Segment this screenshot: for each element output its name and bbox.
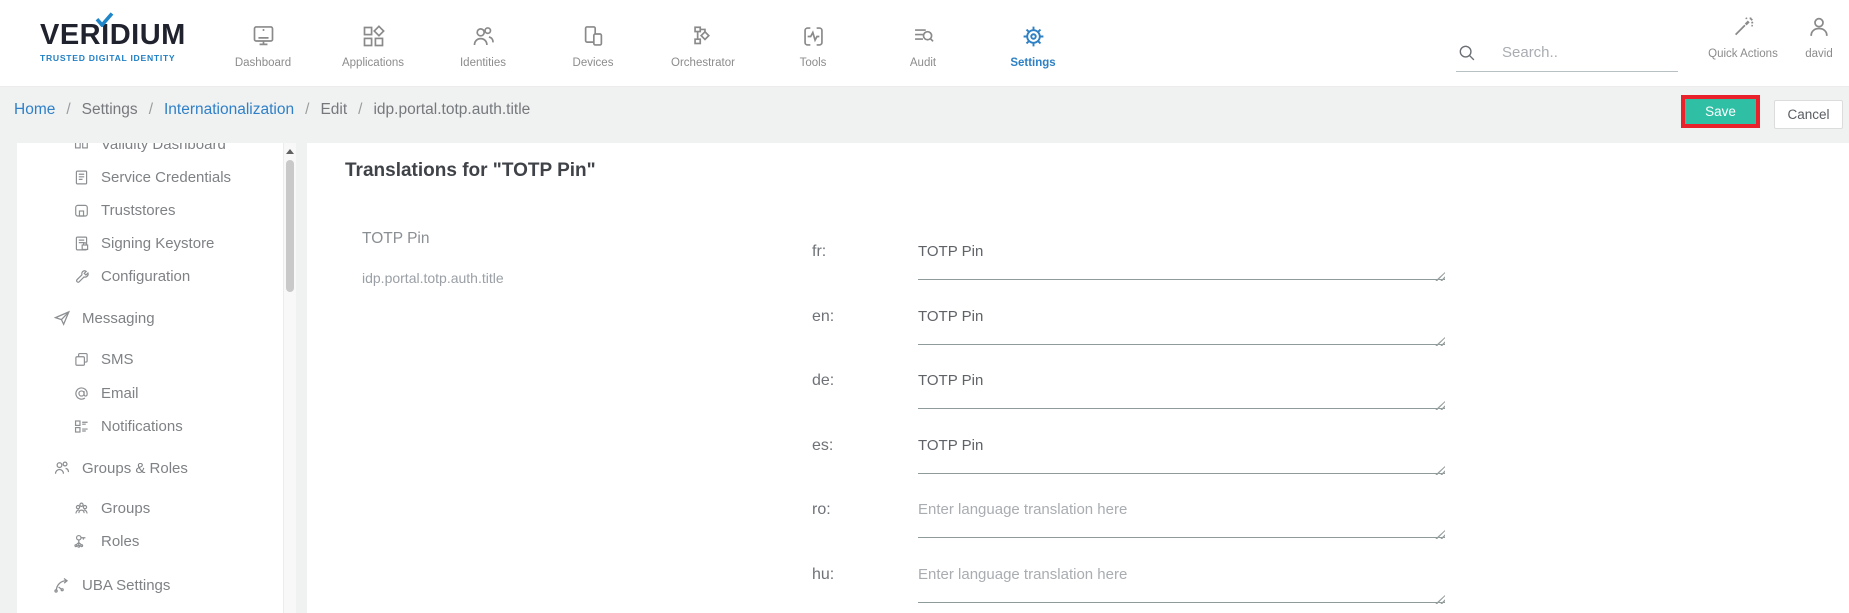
logo-check-icon — [95, 12, 114, 27]
roles-key-icon — [73, 533, 90, 550]
translation-input-en[interactable]: TOTP Pin — [918, 306, 1445, 345]
save-button[interactable]: Save — [1685, 99, 1756, 124]
dashboard-icon — [250, 23, 277, 50]
sidebar-item-notifications[interactable]: Notifications — [73, 418, 183, 435]
settings-sidebar: Validity Dashboard Service Credentials T… — [17, 143, 283, 613]
nav-item-settings[interactable]: Settings — [978, 0, 1088, 87]
scrollbar-up-arrow-icon[interactable] — [286, 149, 294, 154]
page-title: Translations for "TOTP Pin" — [345, 160, 596, 181]
translation-input-ro[interactable] — [918, 499, 1445, 538]
translation-input-de[interactable]: TOTP Pin — [918, 370, 1445, 409]
resize-grip-icon[interactable] — [1435, 595, 1445, 604]
translation-input-hu[interactable] — [918, 564, 1445, 603]
orchestrator-icon — [690, 23, 717, 50]
translation-row-ro: ro: — [812, 499, 1445, 543]
veridium-logo[interactable]: VERIDIUM TRUSTED DIGITAL IDENTITY — [40, 12, 230, 63]
identities-icon — [470, 23, 497, 50]
top-bar: VERIDIUM TRUSTED DIGITAL IDENTITY Dashbo… — [0, 0, 1849, 87]
sidebar-item-sms[interactable]: SMS — [73, 351, 134, 368]
nav-item-identities[interactable]: Identities — [428, 0, 538, 87]
sidebar-item-validity-dashboard[interactable]: Validity Dashboard — [73, 143, 226, 153]
truststores-icon — [73, 202, 90, 219]
breadcrumb-edit: Edit — [320, 101, 348, 118]
sidebar-item-truststores[interactable]: Truststores — [73, 202, 175, 219]
nav-item-orchestrator[interactable]: Orchestrator — [648, 0, 758, 87]
cancel-button[interactable]: Cancel — [1774, 100, 1843, 129]
sidebar-item-groups[interactable]: Groups — [73, 500, 150, 517]
messaging-icon — [53, 309, 71, 327]
translation-input-es[interactable]: TOTP Pin — [918, 435, 1445, 474]
sidebar-section-uba-settings[interactable]: UBA Settings — [53, 576, 170, 594]
audit-icon — [910, 23, 937, 50]
search-input[interactable] — [1502, 44, 1652, 61]
applications-icon — [360, 23, 387, 50]
translation-row-es: es: TOTP Pin — [812, 435, 1445, 479]
service-credentials-icon — [73, 169, 90, 186]
lang-label-hu: hu: — [812, 566, 835, 583]
sidebar-item-email[interactable]: Email — [73, 385, 139, 402]
sidebar-item-service-credentials[interactable]: Service Credentials — [73, 169, 231, 186]
save-button-highlight: Save — [1681, 95, 1760, 128]
breadcrumb: Home / Settings / Internationalization /… — [14, 101, 531, 118]
nav-item-audit[interactable]: Audit — [868, 0, 978, 87]
lang-label-fr: fr: — [812, 243, 827, 260]
lang-label-de: de: — [812, 372, 835, 389]
sidebar-section-messaging[interactable]: Messaging — [53, 309, 155, 327]
sidebar-item-signing-keystore[interactable]: Signing Keystore — [73, 235, 214, 252]
quick-actions-button[interactable]: Quick Actions — [1699, 14, 1787, 60]
email-at-icon — [73, 385, 90, 402]
resize-grip-icon[interactable] — [1435, 466, 1445, 475]
breadcrumb-internationalization[interactable]: Internationalization — [164, 101, 295, 118]
tools-icon — [800, 23, 827, 50]
nav-item-dashboard[interactable]: Dashboard — [208, 0, 318, 87]
magic-wand-icon — [1730, 14, 1756, 40]
sidebar-item-configuration[interactable]: Configuration — [73, 268, 190, 285]
lang-label-en: en: — [812, 308, 835, 325]
resize-grip-icon[interactable] — [1435, 337, 1445, 346]
breadcrumb-key: idp.portal.totp.auth.title — [373, 101, 531, 118]
translation-row-en: en: TOTP Pin — [812, 306, 1445, 350]
logo-tagline: TRUSTED DIGITAL IDENTITY — [40, 53, 176, 63]
signing-keystore-icon — [73, 235, 90, 252]
user-avatar-icon — [1806, 14, 1832, 40]
translation-panel: Translations for "TOTP Pin" TOTP Pin idp… — [307, 143, 1849, 613]
search-box[interactable] — [1456, 34, 1678, 72]
translation-row-hu: hu: — [812, 564, 1445, 608]
configuration-icon — [73, 268, 90, 285]
user-menu[interactable]: david — [1792, 14, 1846, 60]
breadcrumb-home[interactable]: Home — [14, 101, 56, 118]
resize-grip-icon[interactable] — [1435, 272, 1445, 281]
validity-dashboard-icon — [73, 143, 90, 153]
sms-icon — [73, 351, 90, 368]
logo-wordmark: VERIDIUM — [40, 12, 230, 51]
nav-item-tools[interactable]: Tools — [758, 0, 868, 87]
translation-row-fr: fr: TOTP Pin — [812, 241, 1445, 285]
translation-row-de: de: TOTP Pin — [812, 370, 1445, 414]
main-nav: Dashboard Applications Identities Device… — [208, 0, 1088, 87]
devices-icon — [580, 23, 607, 50]
settings-gear-icon — [1020, 23, 1047, 50]
sidebar-scrollbar[interactable] — [283, 143, 296, 613]
resize-grip-icon[interactable] — [1435, 530, 1445, 539]
search-icon — [1456, 42, 1478, 64]
sidebar-section-groups-roles[interactable]: Groups & Roles — [53, 459, 188, 477]
scrollbar-thumb[interactable] — [286, 160, 294, 292]
groups-roles-icon — [53, 459, 71, 477]
translation-key-code: idp.portal.totp.auth.title — [362, 270, 504, 286]
user-name: david — [1805, 48, 1833, 60]
notifications-icon — [73, 418, 90, 435]
lang-label-ro: ro: — [812, 501, 831, 518]
lang-label-es: es: — [812, 437, 834, 454]
resize-grip-icon[interactable] — [1435, 401, 1445, 410]
breadcrumb-settings: Settings — [81, 101, 138, 118]
translation-input-fr[interactable]: TOTP Pin — [918, 241, 1445, 280]
nav-item-applications[interactable]: Applications — [318, 0, 428, 87]
breadcrumb-bar: Home / Settings / Internationalization /… — [0, 87, 1849, 143]
translation-key-label: TOTP Pin — [362, 230, 430, 247]
sidebar-item-roles[interactable]: Roles — [73, 533, 139, 550]
uba-settings-icon — [53, 576, 71, 594]
groups-icon — [73, 500, 90, 517]
nav-item-devices[interactable]: Devices — [538, 0, 648, 87]
